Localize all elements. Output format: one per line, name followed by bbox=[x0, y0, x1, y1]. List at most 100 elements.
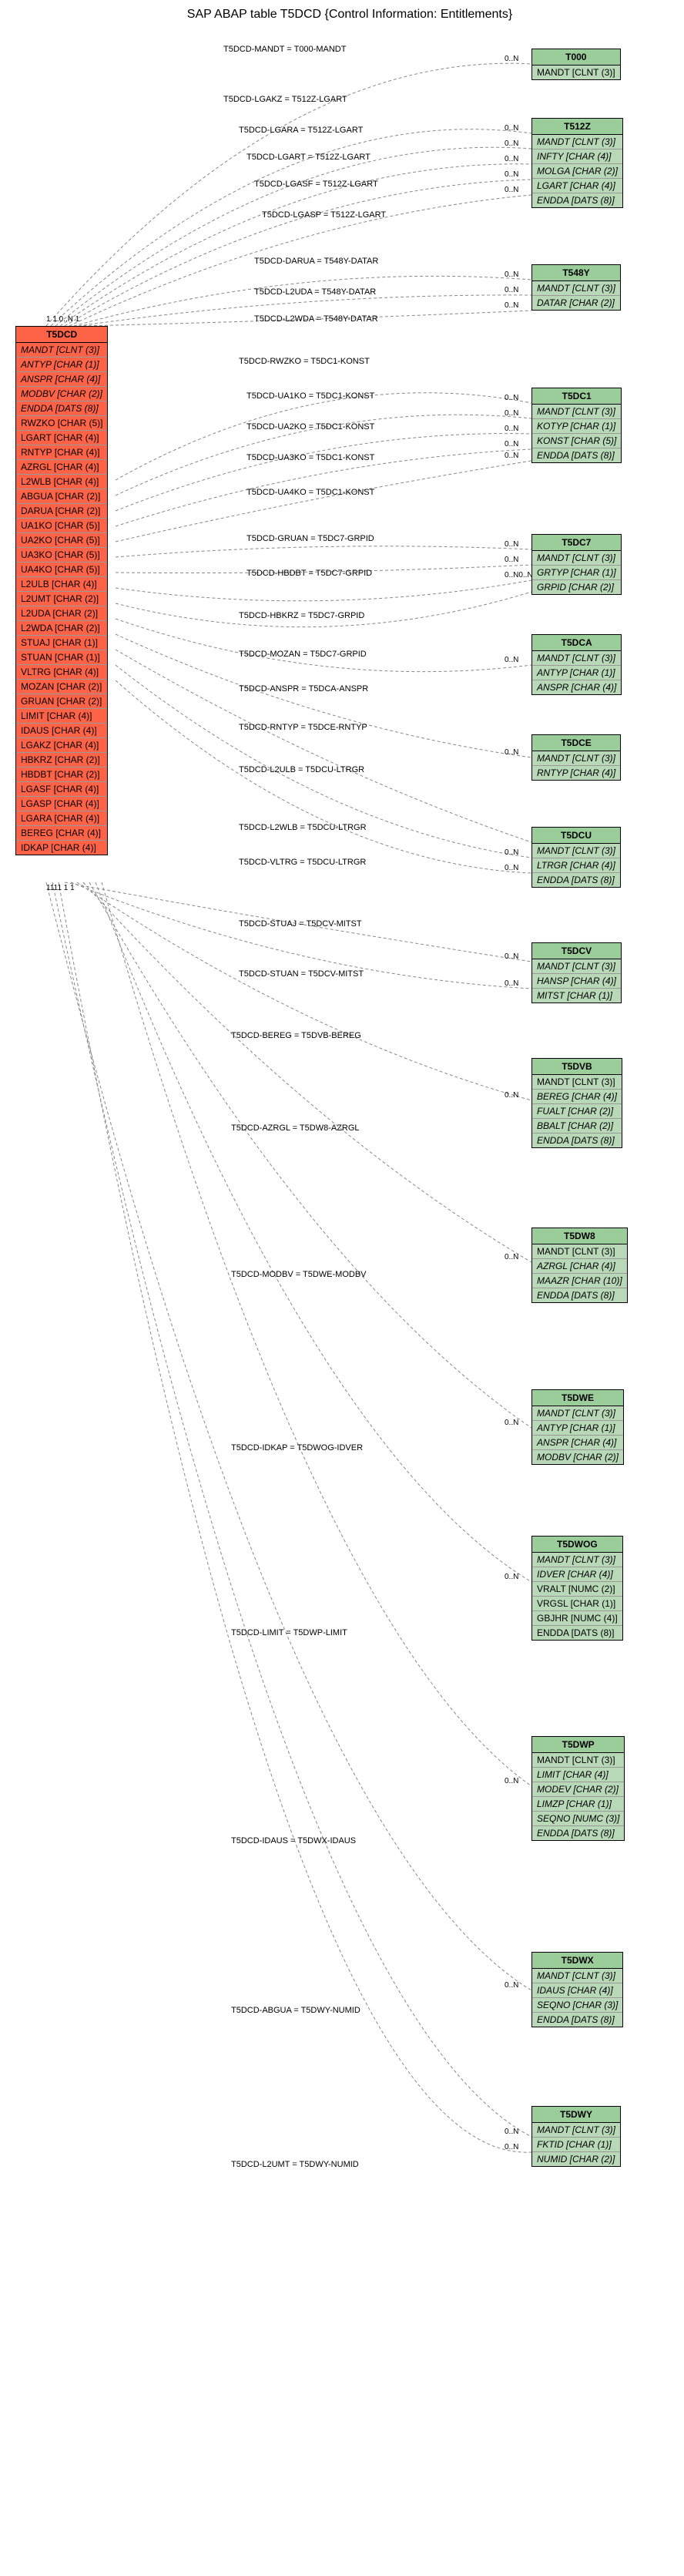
edge-label: T5DCD-ABGUA = T5DWY-NUMID bbox=[231, 2006, 360, 2015]
table-row: ENDDA [DATS (8)] bbox=[532, 1626, 622, 1640]
table-row: INFTY [CHAR (4)] bbox=[532, 149, 622, 164]
table-row: ANTYP [CHAR (1)] bbox=[532, 666, 621, 680]
edge-label: T5DCD-L2WLB = T5DCU-LTRGR bbox=[239, 823, 367, 832]
table-row: UA4KO [CHAR (5)] bbox=[16, 563, 107, 577]
table-t5dwe: T5DWEMANDT [CLNT (3)]ANTYP [CHAR (1)]ANS… bbox=[531, 1389, 624, 1465]
cardinality-label: 0..N bbox=[505, 1253, 518, 1261]
table-row: UA3KO [CHAR (5)] bbox=[16, 548, 107, 563]
cardinality-label: 0..N bbox=[505, 124, 518, 133]
table-row: MANDT [CLNT (3)] bbox=[532, 1553, 622, 1567]
table-row: ENDDA [DATS (8)] bbox=[532, 448, 621, 462]
cardinality-label: 0..N bbox=[505, 270, 518, 279]
table-row: MANDT [CLNT (3)] bbox=[532, 2123, 620, 2138]
table-header: T5DW8 bbox=[532, 1228, 627, 1244]
table-row: AZRGL [CHAR (4)] bbox=[16, 460, 107, 475]
table-header: T5DCU bbox=[532, 828, 620, 844]
cardinality-label: 0..N bbox=[505, 556, 518, 564]
table-header: T5DWE bbox=[532, 1390, 623, 1406]
table-row: ABGUA [CHAR (2)] bbox=[16, 489, 107, 504]
table-row: MANDT [CLNT (3)] bbox=[16, 343, 107, 358]
table-row: MANDT [CLNT (3)] bbox=[532, 551, 621, 566]
table-row: MANDT [CLNT (3)] bbox=[532, 281, 620, 296]
table-header: T5DC1 bbox=[532, 388, 621, 405]
table-row: MANDT [CLNT (3)] bbox=[532, 1969, 622, 1983]
table-row: L2WDA [CHAR (2)] bbox=[16, 621, 107, 636]
table-header: T000 bbox=[532, 49, 620, 65]
cardinality-label: 0..N bbox=[505, 979, 518, 988]
edge-label: T5DCD-GRUAN = T5DC7-GRPID bbox=[246, 534, 374, 543]
edge-label: T5DCD-UA1KO = T5DC1-KONST bbox=[246, 391, 374, 401]
table-row: RNTYP [CHAR (4)] bbox=[16, 445, 107, 460]
table-row: ENDDA [DATS (8)] bbox=[532, 873, 620, 887]
edge-label: T5DCD-L2UDA = T548Y-DATAR bbox=[254, 287, 376, 297]
table-row: MODBV [CHAR (2)] bbox=[532, 1450, 623, 1464]
table-row: MANDT [CLNT (3)] bbox=[532, 1406, 623, 1421]
table-header: T5DC7 bbox=[532, 535, 621, 551]
table-t5dc7: T5DC7MANDT [CLNT (3)]GRTYP [CHAR (1)]GRP… bbox=[531, 534, 622, 595]
table-row: GRPID [CHAR (2)] bbox=[532, 580, 621, 594]
table-row: ANSPR [CHAR (4)] bbox=[532, 1436, 623, 1450]
edge-label: T5DCD-AZRGL = T5DW8-AZRGL bbox=[231, 1123, 360, 1133]
table-row: L2WLB [CHAR (4)] bbox=[16, 475, 107, 489]
table-t5dcd: T5DCDMANDT [CLNT (3)]ANTYP [CHAR (1)]ANS… bbox=[15, 326, 108, 855]
table-row: BEREG [CHAR (4)] bbox=[532, 1090, 622, 1104]
table-row: MANDT [CLNT (3)] bbox=[532, 844, 620, 858]
table-t5dcv: T5DCVMANDT [CLNT (3)]HANSP [CHAR (4)]MIT… bbox=[531, 942, 622, 1003]
cardinality-label: 0..N bbox=[505, 155, 518, 163]
cardinality-label: 0..N bbox=[505, 139, 518, 148]
table-row: UA1KO [CHAR (5)] bbox=[16, 519, 107, 533]
table-row: MANDT [CLNT (3)] bbox=[532, 405, 621, 419]
edge-label: T5DCD-L2UMT = T5DWY-NUMID bbox=[231, 2160, 359, 2169]
edge-label: T5DCD-MODBV = T5DWE-MODBV bbox=[231, 1270, 367, 1279]
table-row: BEREG [CHAR (4)] bbox=[16, 826, 107, 841]
table-row: NUMID [CHAR (2)] bbox=[532, 2152, 620, 2166]
table-t5dvb: T5DVBMANDT [CLNT (3)]BEREG [CHAR (4)]FUA… bbox=[531, 1058, 622, 1148]
cardinality-label: 0..N bbox=[505, 394, 518, 402]
table-header: T5DVB bbox=[532, 1059, 622, 1075]
edge-label: T5DCD-MOZAN = T5DC7-GRPID bbox=[239, 650, 367, 659]
edge-label: T5DCD-IDAUS = T5DWX-IDAUS bbox=[231, 1836, 356, 1846]
table-header: T5DCD bbox=[16, 327, 107, 343]
table-row: LGART [CHAR (4)] bbox=[16, 431, 107, 445]
table-row: IDVER [CHAR (4)] bbox=[532, 1567, 622, 1582]
table-row: LGART [CHAR (4)] bbox=[532, 179, 622, 193]
table-row: MAAZR [CHAR (10)] bbox=[532, 1274, 627, 1288]
cardinality-label: 0..N bbox=[505, 301, 518, 310]
edge-label: T5DCD-STUAJ = T5DCV-MITST bbox=[239, 919, 362, 929]
table-row: MANDT [CLNT (3)] bbox=[532, 1753, 624, 1768]
table-row: MOZAN [CHAR (2)] bbox=[16, 680, 107, 694]
table-row: GRUAN [CHAR (2)] bbox=[16, 694, 107, 709]
edge-label: T5DCD-LGAKZ = T512Z-LGART bbox=[223, 95, 347, 104]
cardinality-label: 1 1.0..N 1 bbox=[46, 315, 79, 324]
table-row: MANDT [CLNT (3)] bbox=[532, 959, 621, 974]
table-row: ENDDA [DATS (8)] bbox=[16, 401, 107, 416]
table-row: RNTYP [CHAR (4)] bbox=[532, 766, 620, 780]
edge-label: T5DCD-MANDT = T000-MANDT bbox=[223, 45, 346, 54]
table-row: IDAUS [CHAR (4)] bbox=[16, 724, 107, 738]
table-row: IDKAP [CHAR (4)] bbox=[16, 841, 107, 855]
table-t5dce: T5DCEMANDT [CLNT (3)]RNTYP [CHAR (4)] bbox=[531, 734, 621, 781]
table-t5dwy: T5DWYMANDT [CLNT (3)]FKTID [CHAR (1)]NUM… bbox=[531, 2106, 621, 2167]
edge-label: T5DCD-VLTRG = T5DCU-LTRGR bbox=[239, 858, 366, 867]
page-title: SAP ABAP table T5DCD {Control Informatio… bbox=[8, 8, 684, 22]
table-header: T5DWOG bbox=[532, 1537, 622, 1553]
edge-label: T5DCD-ANSPR = T5DCA-ANSPR bbox=[239, 684, 368, 694]
table-row: L2ULB [CHAR (4)] bbox=[16, 577, 107, 592]
table-row: HANSP [CHAR (4)] bbox=[532, 974, 621, 989]
table-row: VRGSL [CHAR (1)] bbox=[532, 1597, 622, 1611]
table-row: AZRGL [CHAR (4)] bbox=[532, 1259, 627, 1274]
table-row: KONST [CHAR (5)] bbox=[532, 434, 621, 448]
table-row: ANSPR [CHAR (4)] bbox=[16, 372, 107, 387]
table-t5dwp: T5DWPMANDT [CLNT (3)]LIMIT [CHAR (4)]MOD… bbox=[531, 1736, 625, 1841]
table-row: VLTRG [CHAR (4)] bbox=[16, 665, 107, 680]
table-row: MODBV [CHAR (2)] bbox=[16, 387, 107, 401]
table-row: ENDDA [DATS (8)] bbox=[532, 1288, 627, 1302]
table-row: MANDT [CLNT (3)] bbox=[532, 65, 620, 79]
table-header: T5DCA bbox=[532, 635, 621, 651]
cardinality-label: 0..N bbox=[505, 540, 518, 549]
cardinality-label: 0..N bbox=[505, 864, 518, 872]
table-row: GRTYP [CHAR (1)] bbox=[532, 566, 621, 580]
cardinality-label: 0..N bbox=[505, 55, 518, 63]
table-t5dca: T5DCAMANDT [CLNT (3)]ANTYP [CHAR (1)]ANS… bbox=[531, 634, 622, 695]
table-row: SEQNO [CHAR (3)] bbox=[532, 1998, 622, 2013]
